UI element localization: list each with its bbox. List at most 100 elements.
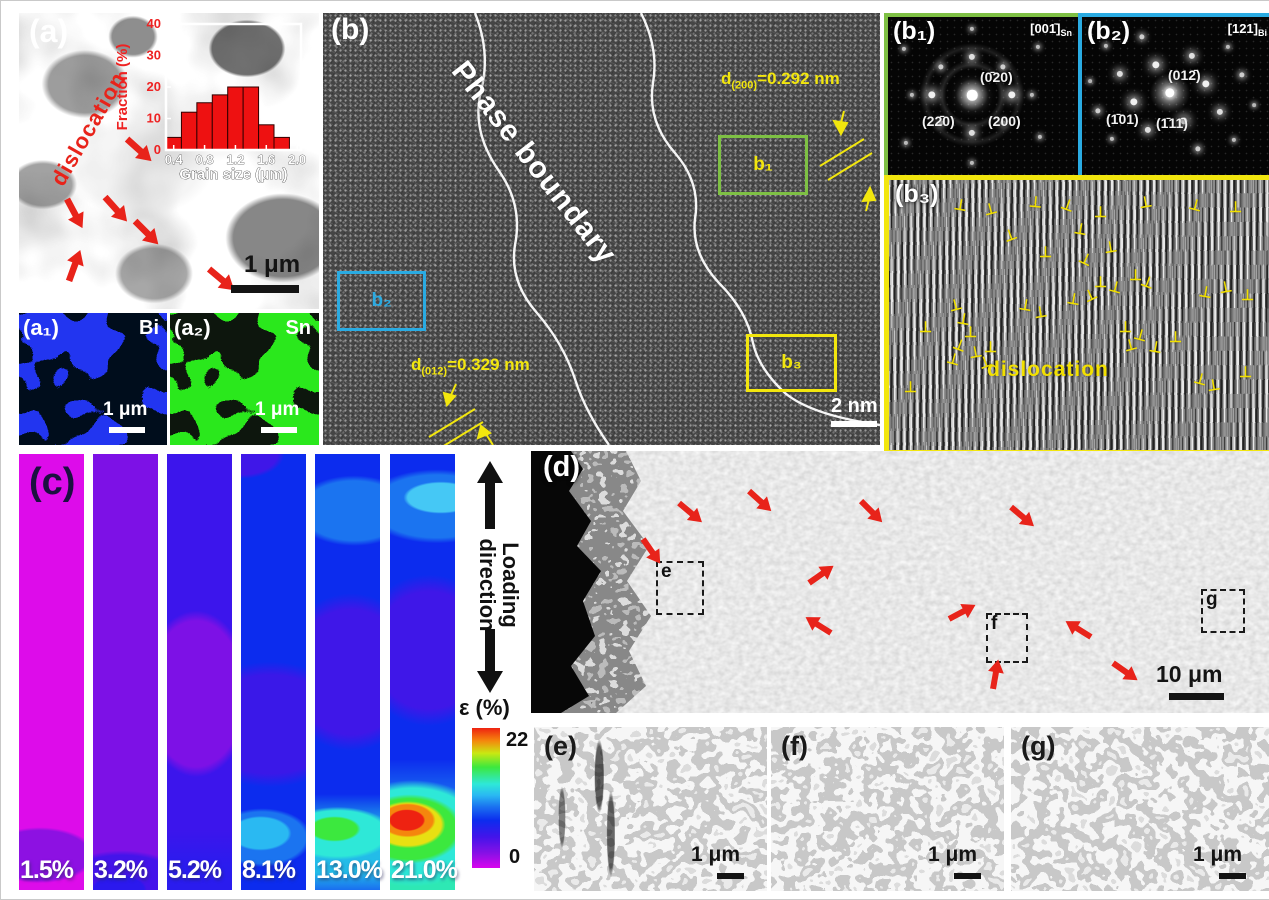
zone-axis-label: [001̄]Sn [1030, 21, 1072, 38]
scalebar-label: 1 μm [1193, 843, 1243, 866]
dislocation-mark-icon: ⊥ [1094, 204, 1108, 221]
grain-size-histogram: 0 10 20 30 40 0.4 0.8 1.2 1.6 2.0 Fraction (%) Grai… [114, 16, 306, 183]
red-arrow-icon [1061, 614, 1095, 643]
scalebar [261, 427, 297, 433]
panel-b-label: (b) [331, 13, 370, 46]
dislocation-mark-icon: ⊥ [1028, 193, 1043, 212]
dislocation-mark-icon: ⊥ [1147, 337, 1164, 358]
panel-b1-fft-sn: (0̄20) (22̄0) (200) (b₁) [001̄]Sn [884, 13, 1082, 179]
dislocation-mark-icon: ⊥ [984, 339, 998, 356]
grain-size-histogram-inset: 0 10 20 30 40 0.4 0.8 1.2 1.6 2.0 Fraction (%) Grai… [111, 16, 315, 184]
panel-a2-sn-map: (a₂) Sn 1 μm [170, 313, 319, 445]
fft-spot [928, 91, 936, 99]
element-label-bi: Bi [139, 317, 159, 339]
panel-a-tem-image: dislocation 0 10 20 30 40 0.4 0.8 1.2 1.6 2.0 Frac… [19, 13, 319, 309]
red-arrow-icon [674, 497, 707, 529]
red-arrow-icon [1108, 656, 1142, 686]
fft-spot [1152, 61, 1160, 69]
fft-spot [966, 89, 978, 101]
d012-spacing-marker [428, 383, 494, 445]
fft-spot [938, 120, 944, 126]
roi-box-b1: b₁ [718, 135, 808, 195]
fft-spot [1188, 52, 1196, 60]
fft-spot [901, 46, 907, 52]
roi-box-b3: b₃ [746, 334, 837, 392]
red-arrow-icon [59, 195, 90, 232]
strain-value: 3.2% [94, 856, 148, 884]
phase-boundary-line-right [639, 13, 880, 427]
strain-map-strip-4: 8.1% [241, 454, 306, 890]
colorbar-title: ε (%) [459, 695, 510, 720]
svg-text:2.0: 2.0 [288, 152, 306, 167]
strain-map-strip-6: 21.0% [390, 454, 458, 890]
panel-d-label: (d) [543, 451, 581, 483]
scalebar [954, 873, 981, 879]
strain-value: 21.0% [391, 856, 458, 884]
svg-text:30: 30 [147, 48, 161, 63]
phase-boundary-overlay [428, 13, 880, 445]
zone-axis-label: [121]Bi [1227, 21, 1267, 38]
dislocation-mark-icon: ⊥ [1058, 195, 1077, 216]
scalebar-label: 1 μm [255, 399, 300, 420]
panel-a1-bi-map: (a₁) Bi 1 μm [19, 313, 167, 445]
red-arrow-icon [203, 262, 240, 297]
fft-spot [1202, 80, 1210, 88]
fft-spot [1130, 98, 1138, 106]
histogram-bar [273, 136, 290, 151]
panel-e-label: (e) [544, 731, 577, 761]
fft-spot [1239, 72, 1245, 78]
panel-b3-inverse-fft: ⊥ ⊥ ⊥ ⊥ ⊥ ⊥ ⊥ ⊥ ⊥ ⊥ ⊥ ⊥ ⊥ ⊥ ⊥ ⊥ ⊥ ⊥ ⊥ ⊥ ⊥ ⊥ ⊥ ⊥ ⊥ ⊥ ⊥ ⊥ ⊥ ⊥ ⊥ ⊥ ⊥ ⊥ ⊥ ⊥ ⊥ ⊥ ⊥ ⊥… [884, 175, 1269, 455]
panel-b-hrtem-image: Phase boundary d(200)=0.292 nm d(012)=0.… [323, 13, 880, 445]
panel-a1-label: (a₁) [23, 315, 59, 340]
dislocation-mark-icon: ⊥ [1169, 329, 1183, 346]
d200-spacing-annotation: d(200)=0.292 nm [721, 69, 840, 92]
dislocation-mark-icon: ⊥ [982, 199, 1000, 220]
fft-spot [1195, 146, 1201, 152]
fft-spot [1144, 126, 1152, 134]
dislocation-mark-icon: ⊥ [1129, 267, 1143, 284]
scalebar-label: 2 nm [831, 395, 878, 417]
dislocation-mark-icon: ⊥ [904, 379, 918, 396]
fft-spot [1008, 91, 1016, 99]
roi-box-b2-label: b₂ [371, 290, 392, 311]
panel-b3-label: (b₃) [895, 180, 939, 208]
reflection-index-label: (012̄) [1168, 67, 1201, 83]
red-arrow-icon [744, 485, 777, 517]
scalebar-label: 1 μm [928, 843, 978, 866]
dislocation-mark-icon: ⊥ [1229, 199, 1243, 216]
svg-text:40: 40 [147, 16, 161, 31]
sem-texture [771, 727, 1004, 891]
panel-d-sem-image: e f g (d) 10 μm [531, 451, 1269, 713]
dislocation-mark-icon: ⊥ [919, 319, 933, 336]
strain-map-strip-3: 5.2% [167, 454, 232, 890]
loading-down-arrow-icon [473, 629, 507, 698]
panel-f-sem-closeup: (f) 1 μm [771, 727, 1004, 891]
panel-g-label: (g) [1021, 731, 1056, 761]
colorbar-max-label: 22 [506, 729, 529, 751]
strain-value: 13.0% [316, 856, 383, 884]
scalebar [1219, 873, 1246, 879]
svg-text:0: 0 [154, 142, 161, 157]
sem-texture [1011, 727, 1269, 891]
panel-f-label: (f) [781, 731, 808, 761]
scalebar [231, 285, 299, 293]
fft-spot [1000, 120, 1006, 126]
panel-e-sem-closeup: (e) 1 μm [534, 727, 767, 891]
reflection-index-label: (22̄0) [922, 113, 955, 129]
dislocation-mark-icon: ⊥ [1017, 295, 1034, 316]
red-arrow-icon [1006, 501, 1039, 533]
roi-box-b1-label: b₁ [753, 154, 773, 175]
red-arrow-icon [985, 658, 1006, 690]
scalebar [1169, 693, 1224, 700]
d200-spacing-marker [819, 110, 877, 212]
dislocation-mark-icon: ⊥ [1217, 277, 1234, 298]
histogram-bar [180, 111, 198, 151]
svg-text:10: 10 [147, 111, 161, 126]
dislocation-mark-icon: ⊥ [1001, 225, 1020, 246]
red-arrow-icon [636, 534, 666, 568]
dislocation-mark-icon: ⊥ [964, 324, 978, 341]
scalebar-label: 1 μm [103, 399, 148, 420]
fft-spot [1029, 92, 1035, 98]
loading-up-arrow-icon [473, 461, 507, 534]
panel-c-label: (c) [29, 461, 76, 503]
